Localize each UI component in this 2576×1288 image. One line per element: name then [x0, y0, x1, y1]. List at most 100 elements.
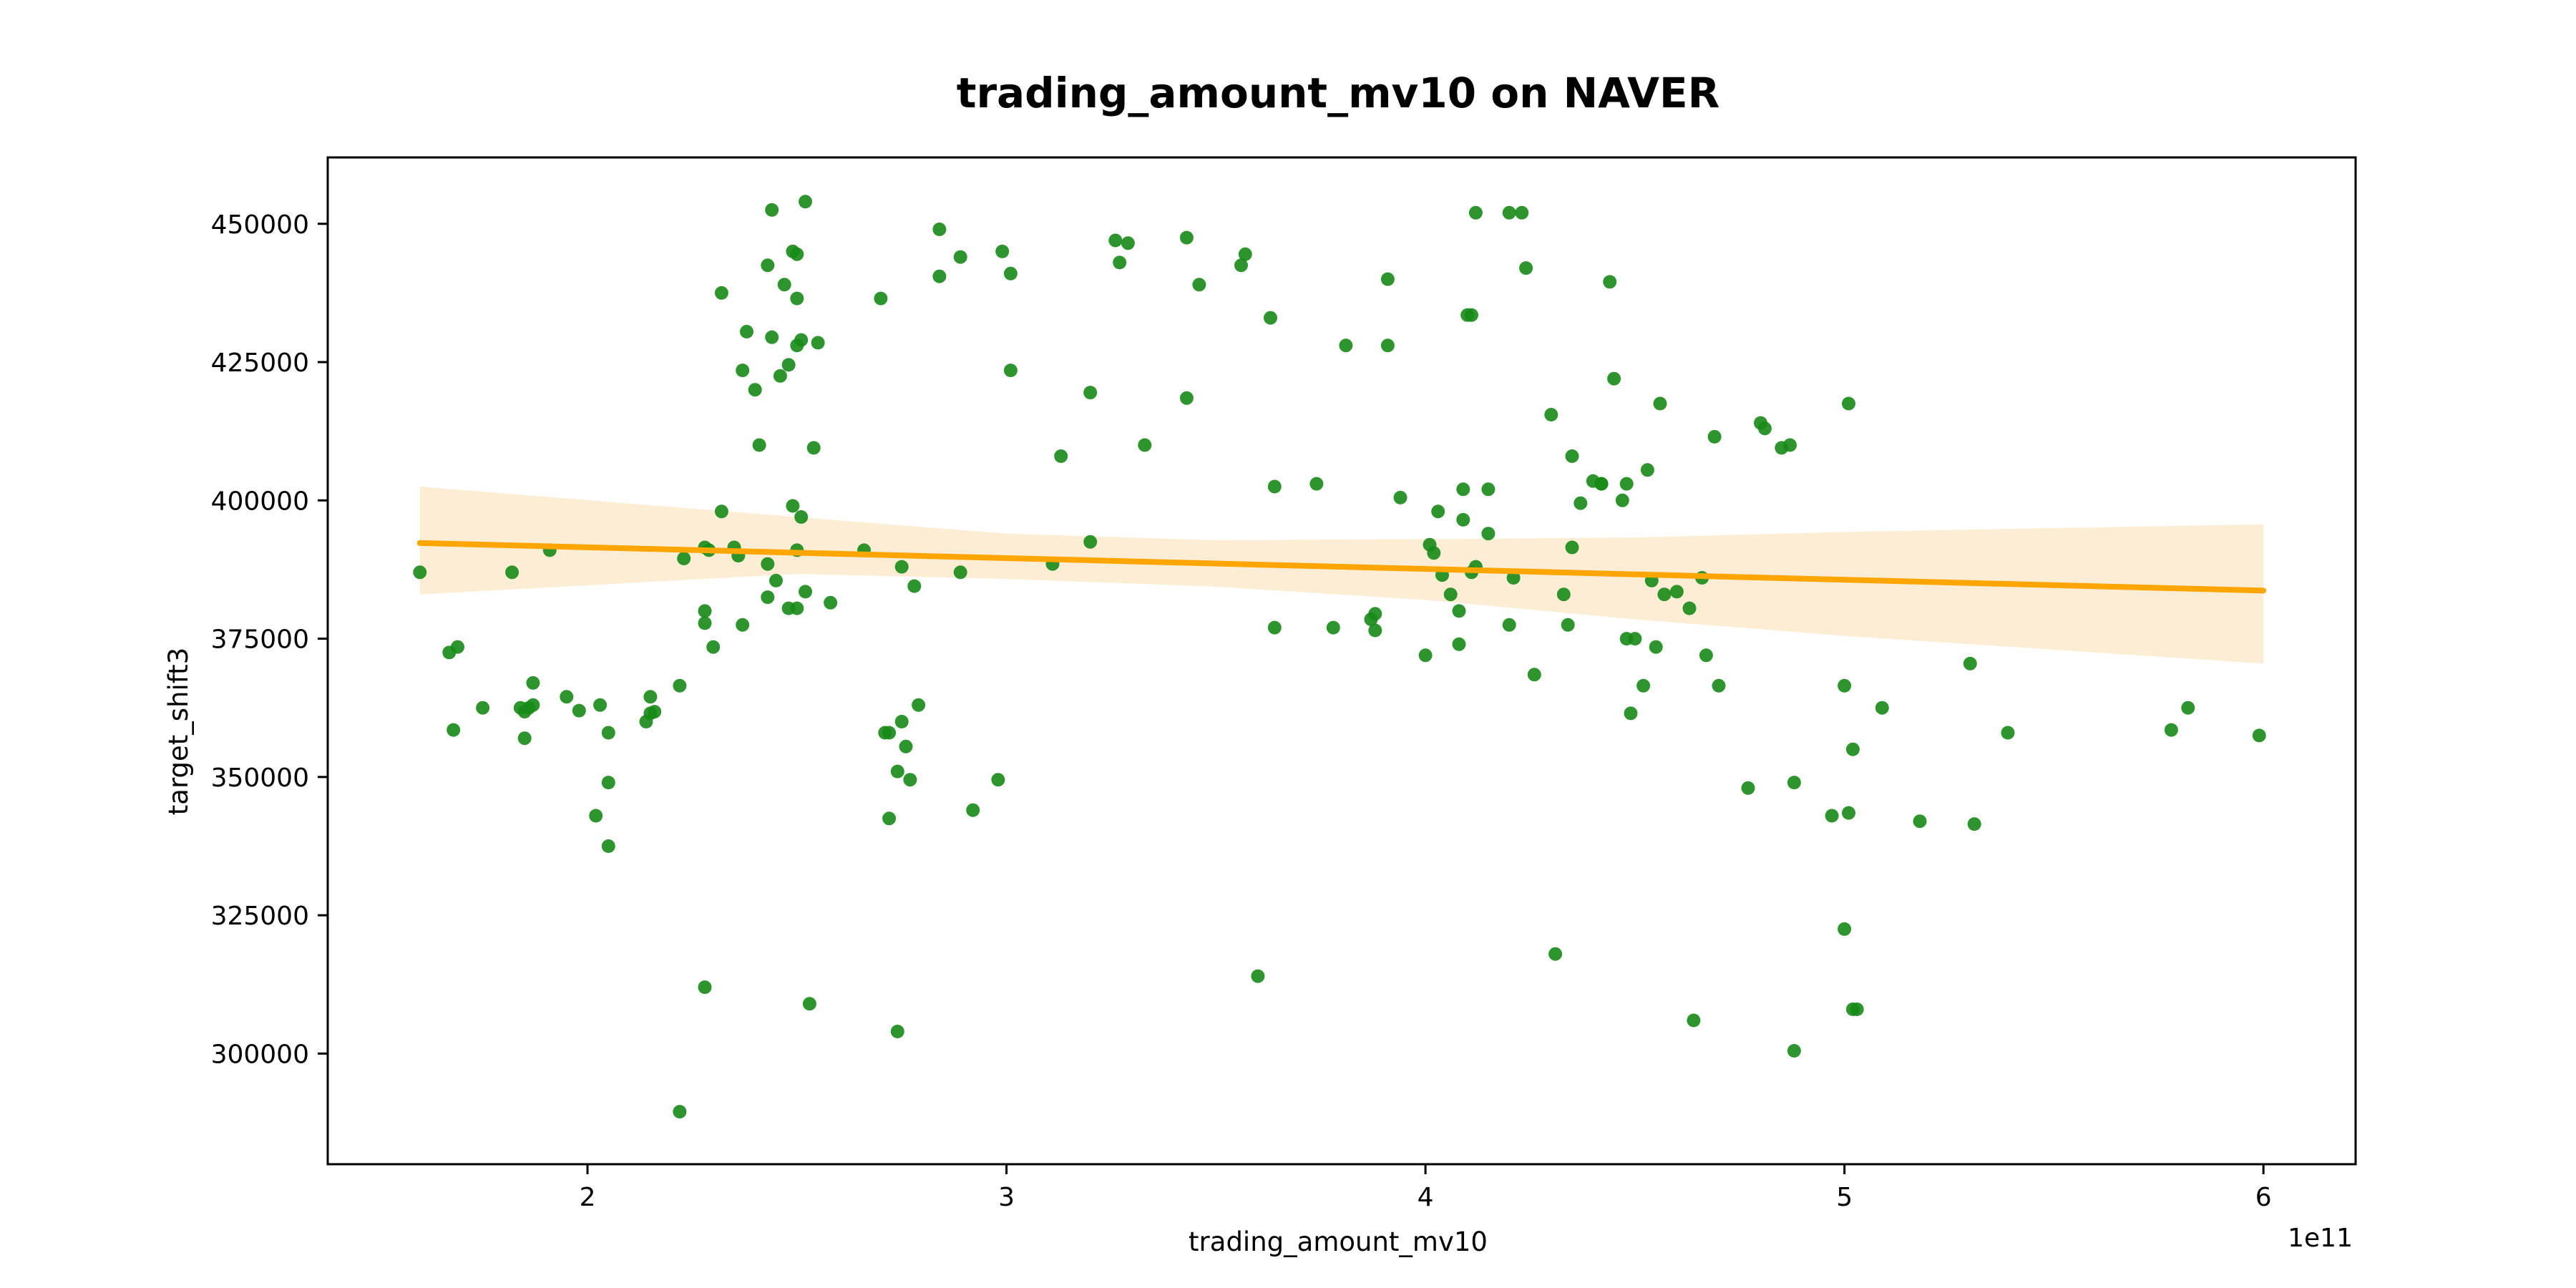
scatter-point: [1561, 618, 1575, 632]
scatter-point: [799, 195, 812, 209]
scatter-point: [1707, 429, 1722, 444]
scatter-point: [698, 604, 712, 618]
scatter-point: [572, 703, 586, 718]
x-tick-label: 2: [580, 1183, 596, 1212]
scatter-point: [1963, 656, 1977, 670]
scatter-point: [882, 811, 897, 826]
scatter-point: [777, 278, 791, 292]
scatter-point: [1615, 493, 1629, 507]
scatter-point: [1368, 623, 1382, 638]
scatter-point: [2001, 726, 2015, 740]
y-tick-label: 425000: [211, 348, 309, 378]
scatter-point: [1108, 233, 1123, 248]
scatter-point: [786, 499, 800, 513]
scatter-point: [794, 333, 809, 347]
scatter-point: [1481, 482, 1496, 497]
scatter-point: [1393, 490, 1407, 504]
scatter-point: [505, 565, 519, 580]
scatter-point: [894, 560, 909, 574]
scatter-point: [794, 510, 809, 524]
scatter-point: [698, 616, 712, 630]
scatter-point: [799, 585, 812, 599]
scatter-point: [714, 286, 728, 300]
scatter-point: [1443, 587, 1458, 602]
scatter-point: [752, 438, 766, 452]
x-axis-label: trading_amount_mv10: [1189, 1226, 1488, 1257]
scatter-point: [932, 223, 947, 236]
y-axis-label: target_shift3: [163, 648, 194, 815]
scatter-point: [1607, 371, 1621, 386]
scatter-point: [1838, 922, 1852, 936]
scatter-point: [526, 675, 540, 690]
chart-title: trading_amount_mv10 on NAVER: [957, 69, 1720, 117]
regression-line: [416, 540, 2267, 594]
scatter-point: [740, 325, 753, 338]
scatter-point: [882, 726, 897, 740]
y-tick-label: 400000: [211, 487, 309, 516]
scatter-point: [673, 1105, 687, 1119]
scatter-point: [1234, 258, 1248, 273]
scatter-point: [1309, 477, 1324, 491]
plot-area: 2 3 4 5 6 300000 325000 350000 375000 400000 42500…: [211, 156, 2357, 1212]
scatter-point: [907, 579, 922, 593]
scatter-point: [648, 705, 662, 719]
scatter-point: [1527, 668, 1541, 682]
scatter-point: [811, 336, 825, 350]
scatter-point: [1431, 504, 1445, 519]
scatter-point: [802, 997, 816, 1011]
scatter-point: [1757, 421, 1772, 436]
scatter-point: [517, 731, 532, 746]
scatter-point: [2181, 701, 2195, 715]
scatter-point: [991, 773, 1005, 787]
scatter-point: [953, 565, 967, 580]
scatter-point: [953, 250, 967, 264]
scatter-point: [1179, 230, 1194, 245]
scatter-point: [601, 839, 615, 853]
scatter-point: [1640, 463, 1654, 477]
scatter-point: [2252, 728, 2266, 743]
scatter-point: [790, 291, 804, 306]
scatter-point: [1842, 396, 1855, 411]
scatter-point: [1427, 546, 1441, 560]
scatter-point: [765, 330, 779, 344]
scatter-point: [1699, 648, 1713, 663]
scatter-point: [1787, 1044, 1801, 1058]
scatter-point: [451, 640, 464, 654]
scatter-point: [1875, 701, 1889, 715]
scatter-point: [1083, 386, 1098, 400]
scatter-point: [1468, 205, 1483, 220]
scatter-point: [601, 776, 615, 790]
scatter-point: [1624, 706, 1638, 721]
scatter-point: [1544, 408, 1558, 421]
scatter-point: [1636, 678, 1651, 693]
scatter-point: [1628, 632, 1642, 646]
scatter-point: [1603, 275, 1617, 289]
scatter-point: [714, 504, 728, 519]
scatter-point: [761, 557, 775, 571]
scatter-point: [1594, 477, 1609, 491]
y-tick-label: 325000: [211, 902, 309, 931]
scatter-point: [1838, 678, 1852, 693]
scatter-point: [1418, 648, 1433, 663]
y-tick-label: 450000: [211, 210, 309, 240]
scatter-point: [790, 247, 804, 261]
scatter-point: [1138, 438, 1152, 452]
scatter-point: [769, 573, 783, 587]
scatter-point: [995, 244, 1010, 258]
scatter-point: [1264, 311, 1277, 325]
scatter-point: [1845, 742, 1860, 756]
scatter-point: [1339, 338, 1353, 353]
scatter-point: [1519, 261, 1533, 275]
scatter-point: [824, 595, 838, 610]
scatter-point: [1083, 535, 1098, 549]
confidence-band: [419, 487, 2264, 664]
scatter-point: [1192, 278, 1206, 292]
scatter-point: [1003, 364, 1018, 378]
x-tick-label: 4: [1418, 1183, 1434, 1212]
scatter-point: [1556, 587, 1571, 602]
scatter-point: [966, 803, 980, 817]
scatter-point: [1326, 620, 1340, 635]
scatter-point: [806, 441, 821, 455]
scatter-point: [1380, 272, 1395, 286]
